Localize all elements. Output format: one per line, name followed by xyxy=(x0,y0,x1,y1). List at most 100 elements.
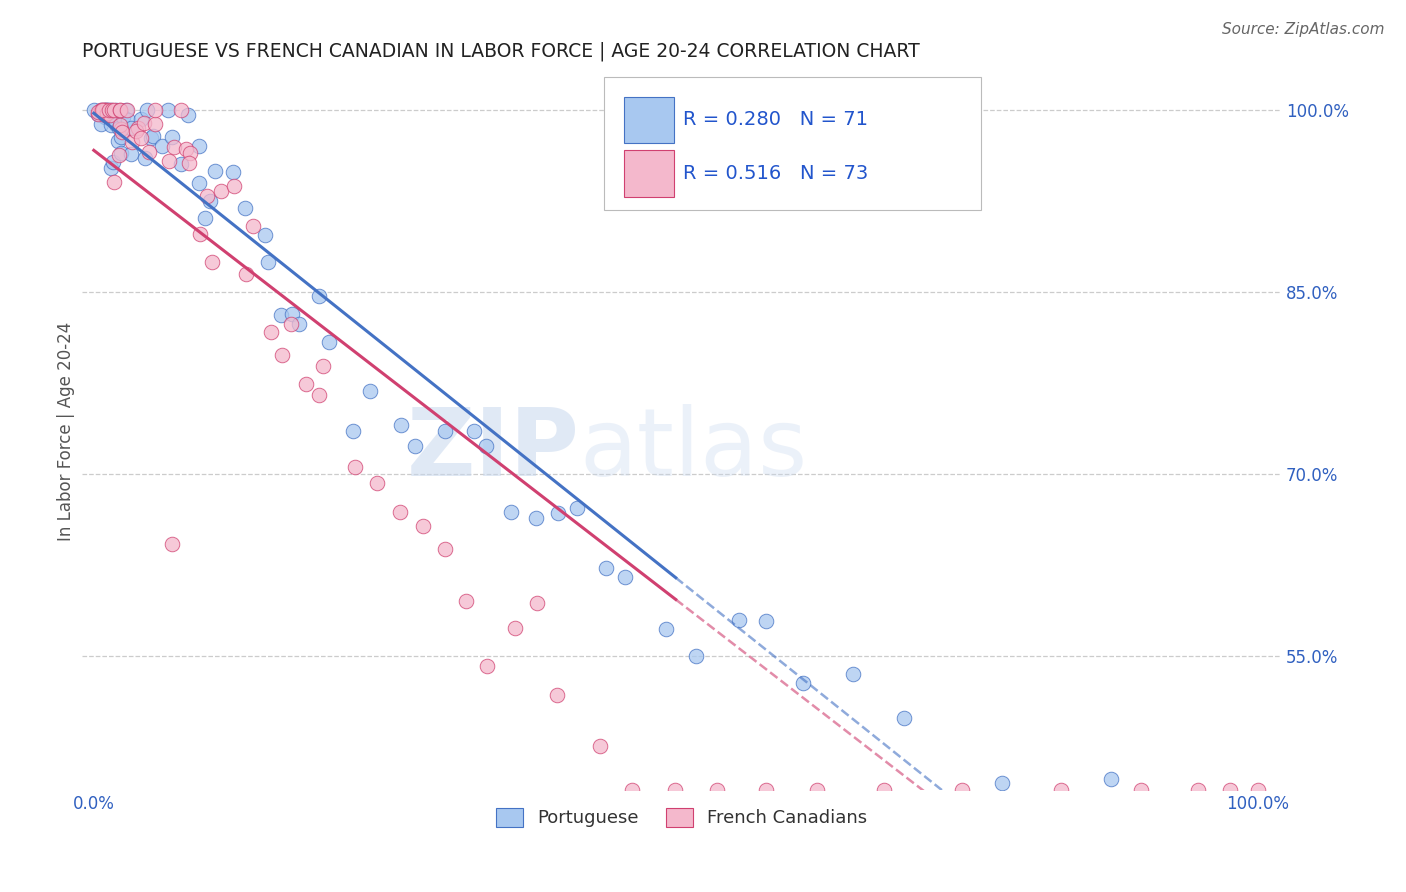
Point xyxy=(463,424,485,438)
Point xyxy=(233,201,256,215)
Point xyxy=(526,510,548,524)
Point xyxy=(169,157,191,171)
Point xyxy=(188,177,211,191)
Point xyxy=(115,103,138,117)
Point xyxy=(87,107,110,121)
Point xyxy=(621,783,644,797)
Point xyxy=(108,118,131,132)
FancyBboxPatch shape xyxy=(624,151,675,197)
Point xyxy=(83,103,105,117)
Point xyxy=(170,103,193,117)
Point xyxy=(271,348,294,362)
Text: Source: ZipAtlas.com: Source: ZipAtlas.com xyxy=(1222,22,1385,37)
Point xyxy=(260,325,283,339)
Point xyxy=(318,335,340,350)
Point xyxy=(198,194,221,209)
Point xyxy=(132,116,155,130)
Text: R = 0.280   N = 71: R = 0.280 N = 71 xyxy=(683,111,868,129)
Point xyxy=(270,308,292,322)
Point xyxy=(342,424,364,438)
Point xyxy=(280,307,302,321)
Point xyxy=(589,739,612,754)
Point xyxy=(150,139,173,153)
Point xyxy=(100,118,122,132)
Point xyxy=(134,151,156,165)
Point xyxy=(90,103,112,117)
Point xyxy=(138,145,160,159)
Point xyxy=(950,783,973,797)
Point xyxy=(94,103,117,117)
Point xyxy=(121,135,143,149)
Point xyxy=(1247,783,1270,797)
Point xyxy=(143,117,166,131)
Point xyxy=(685,649,707,664)
Point xyxy=(204,163,226,178)
Point xyxy=(110,130,132,145)
Point xyxy=(108,103,131,117)
Point xyxy=(120,147,142,161)
Point xyxy=(179,146,201,161)
Legend: Portuguese, French Canadians: Portuguese, French Canadians xyxy=(488,800,875,835)
Point xyxy=(434,425,457,439)
Point xyxy=(755,614,778,628)
Point xyxy=(256,255,278,269)
Point xyxy=(143,103,166,117)
Point xyxy=(177,108,200,122)
Point xyxy=(136,103,159,117)
Point xyxy=(93,103,115,117)
Point xyxy=(893,711,915,725)
Point xyxy=(105,117,128,131)
Point xyxy=(366,475,388,490)
Point xyxy=(110,145,132,160)
Point xyxy=(188,139,211,153)
Text: R = 0.516   N = 73: R = 0.516 N = 73 xyxy=(683,164,868,183)
Point xyxy=(91,103,114,117)
Point xyxy=(242,219,264,234)
Point xyxy=(131,112,153,126)
Point xyxy=(103,103,125,117)
Point xyxy=(98,108,121,122)
Text: ZIP: ZIP xyxy=(406,403,579,496)
Point xyxy=(94,110,117,124)
Point xyxy=(157,154,180,169)
Point xyxy=(197,189,219,203)
Point xyxy=(96,106,118,120)
Point xyxy=(194,211,217,225)
Point xyxy=(1129,783,1152,797)
Text: atlas: atlas xyxy=(579,403,808,496)
Point xyxy=(94,107,117,121)
Point xyxy=(142,128,165,143)
Y-axis label: In Labor Force | Age 20-24: In Labor Force | Age 20-24 xyxy=(58,322,75,541)
Point xyxy=(312,359,335,373)
Point xyxy=(111,125,134,139)
Point xyxy=(404,439,426,453)
Point xyxy=(359,384,381,399)
Point xyxy=(108,121,131,136)
Point xyxy=(1219,783,1241,797)
Point xyxy=(706,783,728,797)
Point xyxy=(108,103,131,117)
Point xyxy=(97,103,120,117)
Point xyxy=(100,103,122,117)
Point xyxy=(131,131,153,145)
Point xyxy=(475,659,498,673)
Point xyxy=(100,161,122,175)
Point xyxy=(176,142,198,156)
Point xyxy=(280,317,302,331)
Point xyxy=(209,184,232,198)
Point xyxy=(991,776,1014,790)
Point xyxy=(163,140,186,154)
Point xyxy=(1049,783,1071,797)
Point xyxy=(160,536,183,550)
Point xyxy=(105,103,128,117)
Point xyxy=(101,155,124,169)
Point xyxy=(343,460,366,475)
Point xyxy=(87,105,110,120)
Point xyxy=(93,103,115,117)
Point xyxy=(115,103,138,117)
Point xyxy=(842,667,865,681)
Point xyxy=(162,130,184,145)
Point xyxy=(103,175,125,189)
Point xyxy=(664,783,686,797)
Point xyxy=(222,165,245,179)
